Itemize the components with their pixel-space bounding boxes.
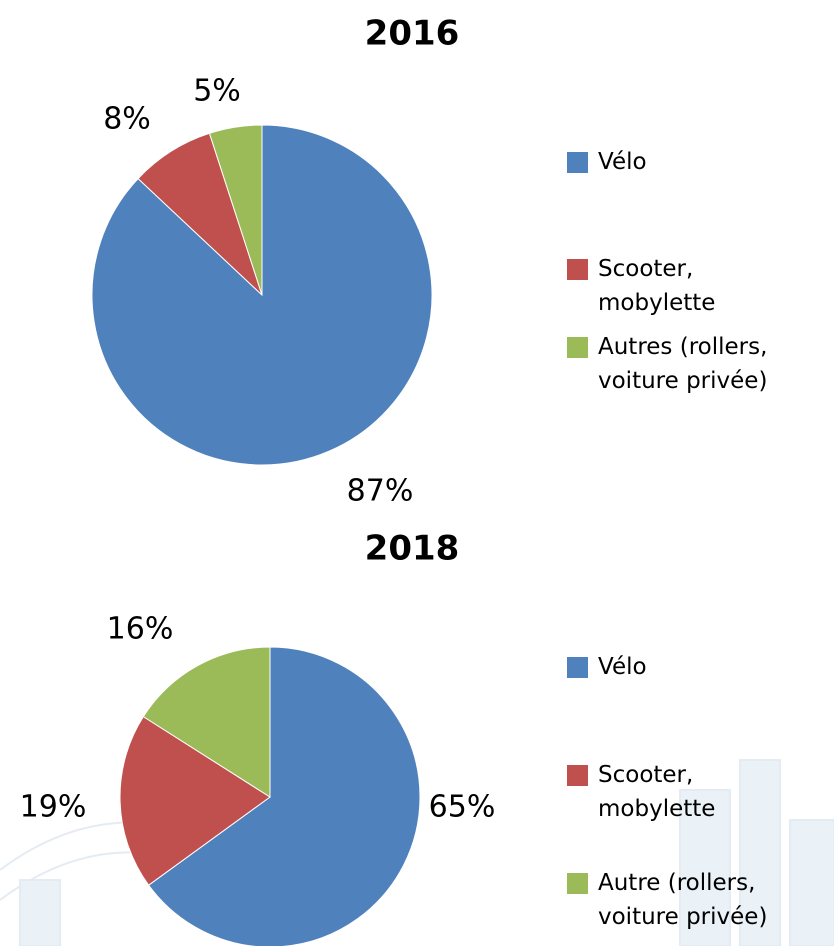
data-label: 65% [429,790,496,825]
legend-label: Vélo [598,145,803,179]
data-label: 16% [107,612,174,647]
legend-label: Scooter, mobylette [598,252,803,320]
chart-title: 2018 [365,529,460,569]
legend-label: Autres (rollers, voiture privée) [598,330,803,398]
data-label: 8% [103,102,151,137]
legend-swatch [567,259,588,280]
legend-label: Scooter, mobylette [598,758,803,826]
legend-swatch [567,152,588,173]
data-label: 87% [347,474,414,509]
chart-title: 2016 [365,14,460,54]
data-label: 19% [20,790,87,825]
legend-swatch [567,765,588,786]
legend-swatch [567,873,588,894]
legend-label: Autre (rollers, voiture privée) [598,866,803,934]
data-label: 5% [193,74,241,109]
legend-label: Vélo [598,650,803,684]
page: 2016 87% 8% 5% 2018 65% 19% 16% Vélo Scooter, mo… [0,0,834,946]
legend-swatch [567,657,588,678]
legend-swatch [567,337,588,358]
